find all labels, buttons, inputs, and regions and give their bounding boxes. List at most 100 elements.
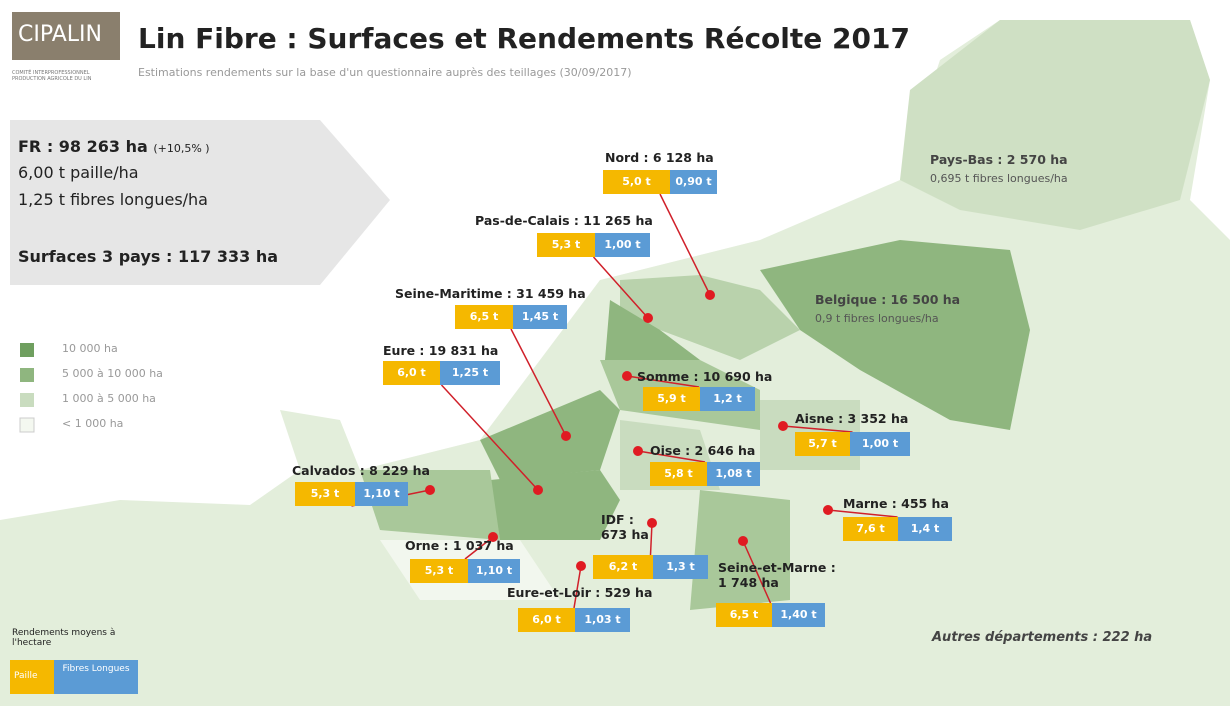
seine-et-marne (690, 490, 790, 610)
country-label: Pays-Bas : 2 570 ha (930, 152, 1068, 167)
department-label: IDF : 673 ha (601, 512, 649, 542)
department-label: Pas-de-Calais : 11 265 ha (475, 213, 653, 228)
department-label: Seine-Maritime : 31 459 ha (395, 286, 586, 301)
fr-straw: 6,00 t paille/ha (18, 163, 139, 182)
leader (827, 509, 898, 518)
straw-yield: 5,3 t (537, 233, 595, 257)
marker (425, 485, 435, 495)
fibre-yield: 1,4 t (898, 517, 952, 541)
country-note: 0,695 t fibres longues/ha (930, 172, 1068, 185)
marker (576, 561, 586, 571)
netherlands (900, 20, 1210, 230)
leader (626, 375, 700, 388)
country-label: Belgique : 16 500 ha (815, 292, 961, 307)
leader (637, 450, 706, 463)
leader (659, 193, 711, 296)
country-note: 0,9 t fibres longues/ha (815, 312, 939, 325)
logo-bg (12, 12, 120, 60)
marker (823, 505, 833, 515)
marker (633, 446, 643, 456)
legend-swatch (20, 393, 34, 407)
total: Surfaces 3 pays : 117 333 ha (18, 247, 279, 266)
title: Lin Fibre : Surfaces et Rendements Récol… (138, 22, 910, 55)
straw-yield: 6,5 t (716, 603, 772, 627)
legend-swatch (20, 368, 34, 382)
legend-fibre (54, 660, 138, 694)
marker (488, 532, 498, 542)
straw-yield: 5,7 t (795, 432, 850, 456)
straw-yield: 5,0 t (603, 170, 670, 194)
eure (490, 470, 620, 540)
marker (643, 313, 653, 323)
fibre-yield: 1,25 t (440, 361, 500, 385)
straw-yield: 5,8 t (650, 462, 707, 486)
fr-total: FR : 98 263 ha (+10,5% ) (18, 137, 210, 156)
legend-swatch (20, 343, 34, 357)
department-label: Orne : 1 037 ha (405, 538, 514, 553)
summary-box (10, 120, 390, 285)
fibre-yield: 1,10 t (468, 559, 520, 583)
fibre-yield: 0,90 t (670, 170, 717, 194)
fibre-yield: 1,40 t (772, 603, 825, 627)
leader (573, 565, 582, 609)
legend-straw (10, 660, 54, 694)
seine-maritime (480, 390, 620, 480)
straw-yield: 5,9 t (643, 387, 700, 411)
logo: CIPALIN (18, 22, 102, 47)
fibre-yield: 1,45 t (513, 305, 567, 329)
logo-sub: COMITÉ INTERPROFESSIONNEL PRODUCTION AGR… (12, 70, 92, 82)
department-label: Eure : 19 831 ha (383, 343, 499, 358)
leader (510, 328, 567, 437)
leader (464, 536, 494, 560)
straw-yield: 5,3 t (410, 559, 468, 583)
department-label: Eure-et-Loir : 529 ha (507, 585, 653, 600)
legend-label: 1 000 à 5 000 ha (62, 392, 156, 405)
legend-label: 5 000 à 10 000 ha (62, 367, 163, 380)
fibre-yield: 1,00 t (595, 233, 650, 257)
belgium (760, 240, 1030, 430)
straw-yield: 6,5 t (455, 305, 513, 329)
leader (440, 384, 539, 491)
yield-legend-title: Rendements moyens à l'hectare (12, 628, 116, 648)
department-label: Seine-et-Marne : 1 748 ha (718, 560, 836, 590)
fibre-yield: 1,08 t (707, 462, 760, 486)
legend-swatch (19, 417, 35, 433)
marker (647, 518, 657, 528)
fibre-yield: 1,03 t (575, 608, 630, 632)
department-label: Nord : 6 128 ha (605, 150, 714, 165)
others: Autres départements : 222 ha (932, 630, 1153, 645)
department-label: Somme : 10 690 ha (637, 369, 773, 384)
yield-legend-fibre: Fibres Longues (62, 664, 130, 674)
leader (742, 540, 772, 604)
fibre-yield: 1,3 t (653, 555, 708, 579)
fr-fibre: 1,25 t fibres longues/ha (18, 190, 208, 209)
legend-label: 10 000 ha (62, 342, 118, 355)
fibre-yield: 1,00 t (850, 432, 910, 456)
subtitle: Estimations rendements sur la base d'un … (138, 66, 632, 79)
pas-de-calais (605, 300, 700, 370)
department-label: Oise : 2 646 ha (650, 443, 756, 458)
marker (622, 371, 632, 381)
marker (561, 431, 571, 441)
straw-yield: 6,2 t (593, 555, 653, 579)
leader (649, 522, 653, 556)
straw-yield: 7,6 t (843, 517, 898, 541)
leader (782, 425, 853, 433)
straw-yield: 6,0 t (518, 608, 575, 632)
fibre-yield: 1,2 t (700, 387, 755, 411)
marker (778, 421, 788, 431)
department-label: Marne : 455 ha (843, 496, 949, 511)
fibre-yield: 1,10 t (355, 482, 408, 506)
department-label: Calvados : 8 229 ha (292, 463, 430, 478)
legend-label: < 1 000 ha (62, 417, 124, 430)
straw-yield: 5,3 t (295, 482, 355, 506)
leader (592, 256, 649, 319)
marker (705, 290, 715, 300)
straw-yield: 6,0 t (383, 361, 440, 385)
nord (620, 275, 800, 360)
marker (738, 536, 748, 546)
yield-legend-straw: Paille (14, 671, 38, 681)
marker (533, 485, 543, 495)
